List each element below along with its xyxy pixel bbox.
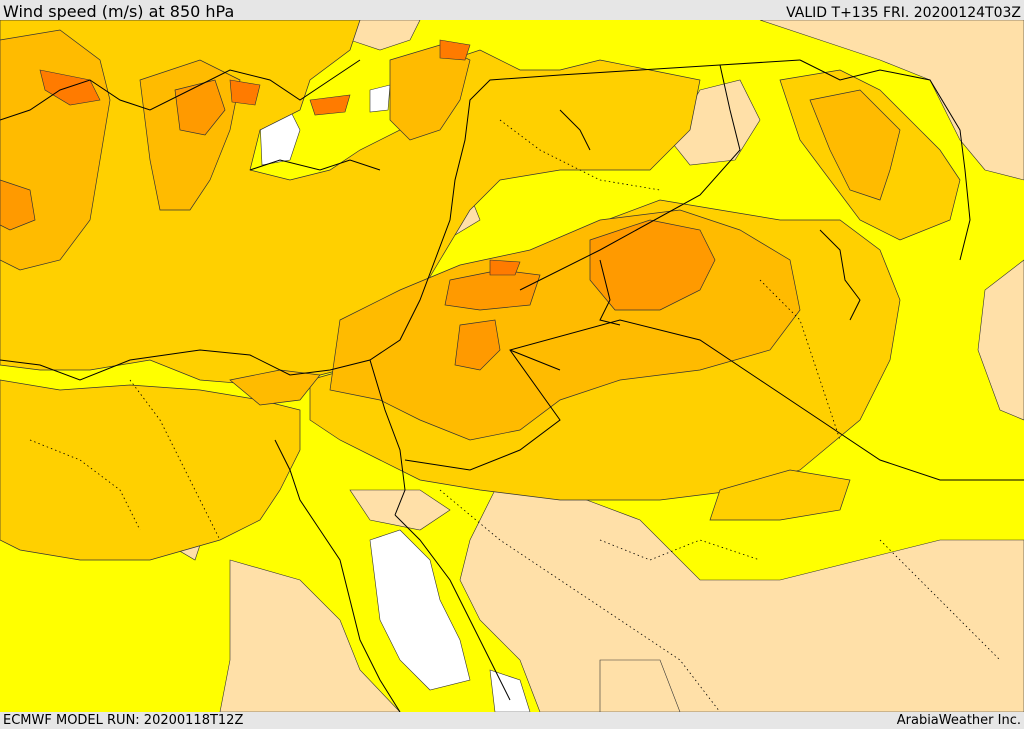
header-bar: Wind speed (m/s) at 850 hPa VALID T+135 …	[0, 0, 1024, 21]
footer-bar: ECMWF MODEL RUN: 20200118T12Z ArabiaWeat…	[0, 712, 1024, 729]
field-orange	[0, 79, 716, 371]
boundary-lines	[0, 59, 1024, 712]
dotted-lines	[29, 119, 1001, 712]
map-title: Wind speed (m/s) at 850 hPa	[3, 2, 235, 21]
map-canvas	[0, 20, 1024, 712]
model-run: ECMWF MODEL RUN: 20200118T12Z	[3, 713, 244, 728]
field-orange-dark	[39, 39, 521, 276]
wind-speed-map[interactable]	[0, 20, 1024, 712]
credit: ArabiaWeather Inc.	[896, 713, 1021, 728]
valid-time: VALID T+135 FRI. 20200124T03Z	[786, 5, 1021, 21]
